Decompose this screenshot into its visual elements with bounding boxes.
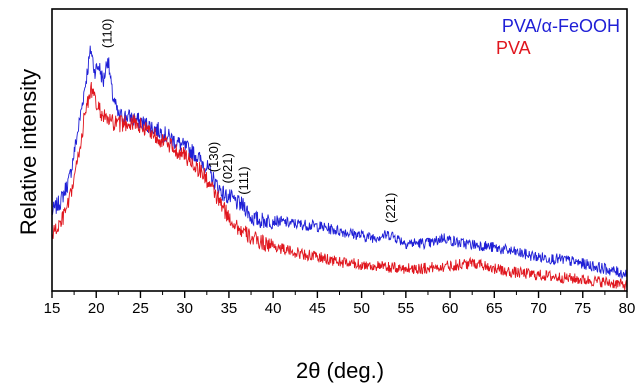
plot-frame xyxy=(51,8,628,292)
legend-entry-pva: PVA xyxy=(496,38,531,58)
x-tick-label-55: 55 xyxy=(398,300,415,317)
y-axis-title: Relative intensity xyxy=(16,69,41,235)
peak-label-2: (021) xyxy=(220,153,235,183)
peak-label-4: (221) xyxy=(383,193,398,223)
x-tick-label-15: 15 xyxy=(44,300,61,317)
x-tick-label-70: 70 xyxy=(530,300,547,317)
x-tick-label-30: 30 xyxy=(176,300,193,317)
x-tick-label-25: 25 xyxy=(132,300,149,317)
x-tick-label-40: 40 xyxy=(265,300,282,317)
peak-label-1: (130) xyxy=(206,142,221,172)
peak-label-0: (110) xyxy=(100,19,115,48)
peak-annotations: (110) (130) (021) (111) (221) xyxy=(100,19,398,223)
x-tick-label-45: 45 xyxy=(309,300,326,317)
legend: PVA/α-FeOOH PVA xyxy=(496,16,620,58)
legend-entry-pva-feooh: PVA/α-FeOOH xyxy=(502,16,620,36)
x-tick-label-65: 65 xyxy=(486,300,503,317)
series-line-0 xyxy=(51,45,628,280)
x-tick-label-75: 75 xyxy=(574,300,591,317)
x-tick-label-35: 35 xyxy=(221,300,238,317)
series-line-1 xyxy=(51,81,628,291)
x-axis-title: 2θ (deg.) xyxy=(296,358,384,383)
x-tick-label-80: 80 xyxy=(619,300,636,317)
peak-label-3: (111) xyxy=(236,166,251,194)
x-tick-label-20: 20 xyxy=(88,300,105,317)
series-layer xyxy=(51,45,628,291)
x-tick-label-50: 50 xyxy=(353,300,370,317)
x-tick-label-60: 60 xyxy=(442,300,459,317)
x-axis-ticks: 15 20 25 30 35 40 45 50 55 60 65 70 75 80 xyxy=(44,291,636,317)
